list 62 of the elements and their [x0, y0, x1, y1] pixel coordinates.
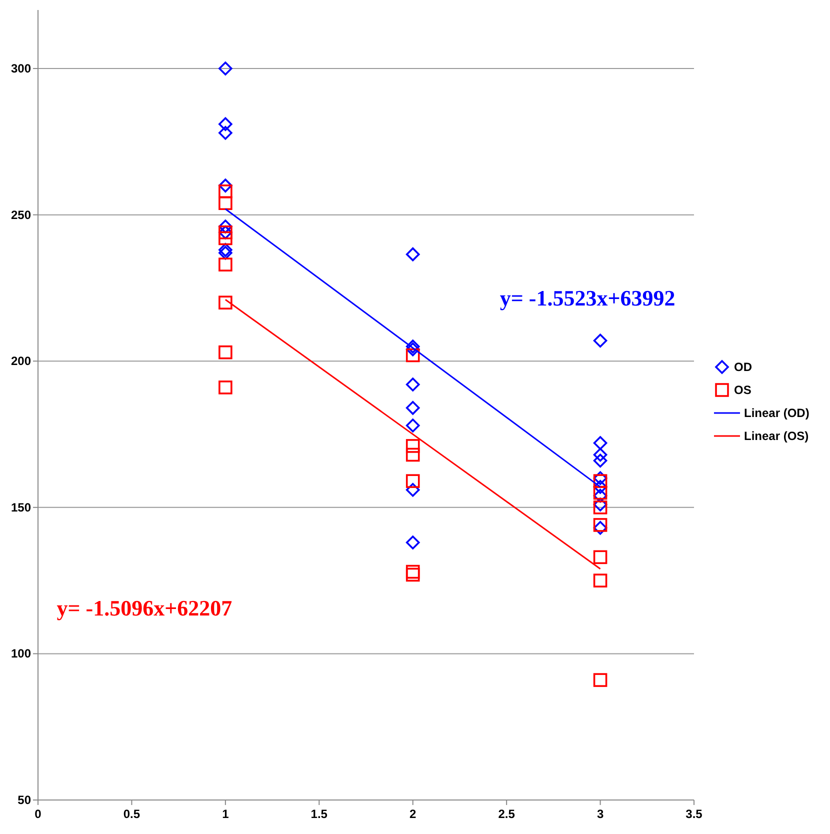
legend-label: OS	[734, 383, 752, 397]
point	[406, 474, 420, 488]
y-tick-label: 50	[18, 793, 32, 807]
y-tick-label: 300	[10, 62, 32, 76]
point	[218, 178, 232, 192]
point	[218, 126, 232, 140]
point	[218, 196, 232, 210]
point	[218, 220, 232, 234]
point	[593, 673, 608, 687]
legend-label: Linear (OD)	[744, 406, 810, 420]
point	[406, 536, 420, 550]
point	[406, 439, 420, 453]
point	[593, 334, 608, 348]
legend-label: Linear (OS)	[744, 429, 809, 443]
point	[406, 247, 420, 262]
point	[218, 296, 232, 310]
legend-label: OD	[734, 360, 752, 374]
x-tick-label: 2.5	[498, 807, 516, 821]
point	[593, 454, 608, 468]
point	[593, 500, 608, 514]
point	[593, 471, 608, 486]
x-tick-label: 2	[410, 807, 417, 821]
point	[406, 340, 420, 354]
point	[218, 62, 232, 76]
point	[593, 436, 608, 450]
point	[406, 418, 420, 432]
x-tick-label: 3	[596, 807, 604, 821]
point	[406, 348, 420, 362]
x-tick-label: 0	[34, 807, 42, 821]
point	[218, 258, 232, 272]
point	[593, 574, 608, 588]
x-tick-label: 1	[222, 807, 230, 821]
point	[593, 518, 608, 532]
x-tick-label: 1.5	[310, 807, 328, 821]
point	[593, 550, 608, 564]
point	[406, 568, 420, 582]
x-tick-label: 0.5	[123, 807, 140, 821]
y-tick-label: 100	[10, 646, 32, 661]
point	[406, 342, 420, 356]
point	[593, 448, 608, 462]
point	[218, 231, 232, 246]
point	[406, 378, 420, 392]
annotation: y= -1.5096x+62207	[56, 596, 232, 621]
point	[218, 117, 232, 132]
point	[218, 184, 232, 198]
point	[218, 246, 232, 260]
y-tick-label: 150	[10, 500, 32, 514]
point	[406, 482, 420, 497]
point	[406, 564, 420, 579]
point	[218, 380, 232, 394]
point	[593, 520, 608, 535]
annotation: y= -1.5523x+63992	[500, 286, 676, 311]
point	[406, 448, 420, 462]
y-tick-label: 200	[10, 354, 32, 368]
point	[218, 243, 232, 257]
point	[593, 480, 608, 494]
x-tick-label: 3.5	[686, 807, 703, 821]
point	[218, 345, 232, 360]
point	[406, 401, 420, 415]
y-tick-label: 250	[10, 208, 32, 222]
point	[593, 474, 608, 488]
point	[593, 486, 608, 500]
